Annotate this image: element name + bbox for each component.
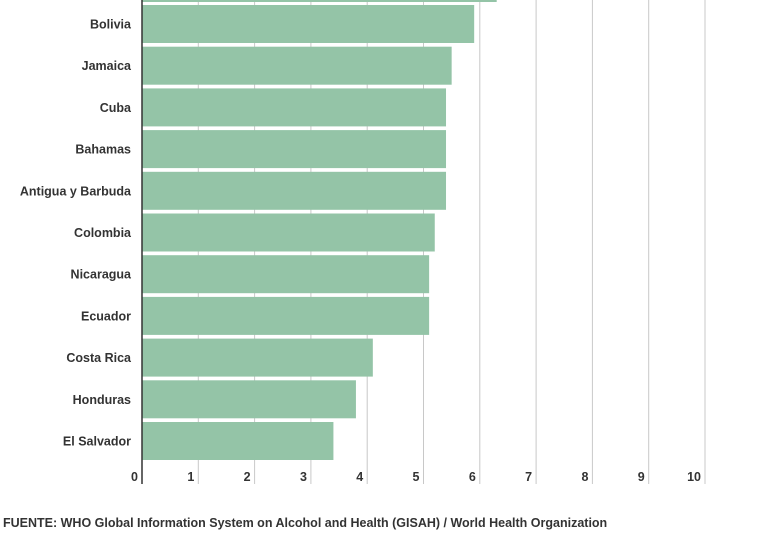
category-label: Cuba [100,101,132,115]
bar-bahamas [142,130,447,169]
category-label: Jamaica [82,59,132,73]
x-tick-label: 2 [244,470,251,484]
bar-cuba [142,88,447,127]
source-note: FUENTE: WHO Global Information System on… [3,516,608,530]
bar-nicaragua [142,255,430,294]
category-labels: Bolivia Jamaica Cuba Bahamas Antigua y Barbu… [20,18,132,449]
bar-bolivia [142,5,475,43]
x-tick-label: 4 [356,470,363,484]
category-label: El Salvador [63,435,131,449]
category-label: Colombia [74,226,132,240]
bar-colombia [142,213,435,252]
bar-antigua-y-barbuda [142,171,447,210]
x-tick-label: 7 [525,470,532,484]
bar-chart: Bolivia Jamaica Cuba Bahamas Antigua y Barbu… [20,0,706,484]
category-label: Nicaragua [71,268,132,282]
bar-ecuador [142,296,430,335]
category-label: Honduras [73,393,131,407]
category-label: Costa Rica [66,351,132,365]
bar-el-salvador [142,422,334,460]
x-tick-label: 6 [469,470,476,484]
category-label: Ecuador [81,309,131,323]
x-tick-label: 8 [581,470,588,484]
category-label: Antigua y Barbuda [20,184,132,198]
x-tick-label: 5 [413,470,420,484]
bar-costa-rica [142,338,373,377]
x-axis-ticks: 0 1 2 3 4 5 6 7 8 9 10 [131,470,701,484]
x-tick-label: 0 [131,470,138,484]
x-tick-label: 10 [687,470,701,484]
bar-partial-top [142,0,497,2]
category-label: Bolivia [90,18,132,32]
bar-honduras [142,380,356,419]
bars [142,0,497,460]
x-tick-label: 9 [638,470,645,484]
x-tick-label: 1 [187,470,194,484]
category-label: Bahamas [75,143,131,157]
x-tick-label: 3 [300,470,307,484]
bar-jamaica [142,46,452,85]
